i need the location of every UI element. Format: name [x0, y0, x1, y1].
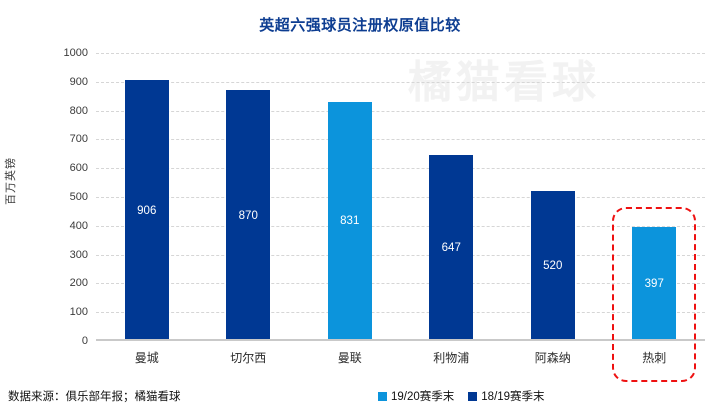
gridline	[96, 283, 705, 285]
bar-曼城[interactable]: 906	[124, 80, 169, 341]
y-axis-tick-label: 700	[69, 133, 88, 146]
legend-label: 19/20赛季末	[391, 391, 455, 403]
bar-曼联[interactable]: 831	[327, 101, 372, 341]
x-axis-tick-阿森纳: 阿森纳	[534, 351, 571, 365]
y-axis-tick-label: 200	[69, 277, 88, 290]
bar-value-label: 397	[644, 277, 664, 290]
y-axis-tick-label: 500	[69, 191, 88, 203]
x-axis-tick-利物浦: 利物浦	[433, 351, 470, 365]
gridline	[96, 225, 705, 227]
bar-切尔西[interactable]: 870	[226, 90, 271, 341]
bar-value-label: 520	[543, 260, 563, 273]
y-axis-tick-label: 300	[69, 248, 88, 261]
x-axis-tick-曼城: 曼城	[134, 351, 159, 365]
bar-热刺[interactable]: 397	[632, 226, 677, 341]
chart-title: 英超六强球员注册权原值比较	[259, 17, 461, 34]
x-axis-tick-曼联: 曼联	[337, 351, 362, 365]
bar-value-label: 647	[441, 241, 461, 254]
bar-value-label: 870	[238, 209, 258, 222]
y-axis-tick-label: 600	[69, 162, 88, 175]
gridline	[96, 254, 705, 256]
legend-item[interactable]: 18/19赛季末	[468, 388, 545, 404]
bar-value-label: 906	[137, 204, 157, 217]
bar-阿森纳[interactable]: 520	[530, 191, 575, 341]
y-axis-tick-label: 900	[69, 75, 88, 88]
bar-value-label: 831	[340, 215, 360, 228]
gridline	[96, 168, 705, 170]
x-axis-tick-热刺: 热刺	[642, 351, 667, 365]
bar-利物浦[interactable]: 647	[429, 154, 474, 341]
legend-item[interactable]: 19/20赛季末	[378, 388, 454, 404]
gridline	[96, 81, 705, 83]
legend-swatch-icon	[468, 391, 478, 401]
y-axis-tick-label: 400	[69, 219, 88, 232]
gridline	[96, 197, 705, 198]
gridline	[96, 53, 705, 54]
y-axis-tick-label: 800	[69, 104, 88, 117]
gridline	[96, 110, 705, 112]
y-axis-label: 百万英镑	[5, 157, 17, 205]
legend-swatch-icon	[378, 391, 387, 401]
gridline	[96, 139, 705, 141]
legend-label: 18/19赛季末	[481, 391, 545, 403]
plot-area: 906 870 831 647 520 397	[96, 53, 705, 341]
y-axis-tick-label: 1000	[63, 47, 88, 59]
x-axis-line	[96, 339, 705, 341]
chart-legend: 19/20赛季末 18/19赛季末	[378, 388, 545, 404]
gridline	[96, 312, 705, 314]
y-axis-tick-label: 0	[81, 335, 88, 347]
y-axis-tick-label: 100	[69, 306, 88, 319]
source-note: 数据来源：俱乐部年报；橘猫看球	[8, 391, 181, 403]
x-axis-tick-切尔西: 切尔西	[230, 351, 267, 365]
